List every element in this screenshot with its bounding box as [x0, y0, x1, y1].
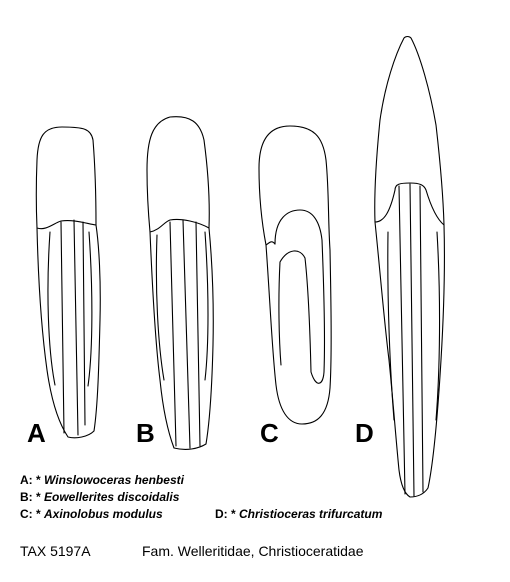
specimen-a-letter: A: [27, 420, 46, 446]
specimen-d-letter: D: [355, 420, 374, 446]
specimen-c-drawing: [259, 126, 331, 424]
tax-code: TAX 5197A: [20, 544, 91, 558]
family-names: Fam. Welleritidae, Christioceratidae: [142, 544, 364, 558]
caption-a-taxon: Winslowoceras henbesti: [44, 473, 184, 487]
caption-b-code: B: *: [20, 490, 41, 504]
specimen-a-body-chamber: [37, 221, 96, 229]
specimen-b-drawing: [147, 117, 213, 450]
caption-a-code: A: *: [20, 473, 41, 487]
specimen-d-outline: [375, 37, 445, 498]
specimen-c-letter: C: [260, 420, 279, 446]
caption-c-taxon: Axinolobus modulus: [44, 507, 163, 521]
specimen-d-drawing: [375, 37, 445, 498]
specimen-d-body-chamber: [375, 183, 444, 225]
caption-d-code: D: *: [215, 507, 236, 521]
caption-d-taxon: Christioceras trifurcatum: [239, 507, 382, 521]
caption-c: C: * Axinolobus modulus: [20, 508, 163, 520]
specimen-b-letter: B: [136, 420, 155, 446]
specimen-c-inner-whorl: [275, 210, 324, 383]
specimen-a-outline: [36, 127, 100, 438]
specimen-a-drawing: [36, 127, 100, 438]
caption-a: A: * Winslowoceras henbesti: [20, 474, 184, 486]
caption-b: B: * Eowellerites discoidalis: [20, 491, 179, 503]
specimen-c-outline: [259, 126, 331, 424]
specimen-b-body-chamber: [150, 219, 209, 232]
caption-c-code: C: *: [20, 507, 41, 521]
caption-d: D: * Christioceras trifurcatum: [215, 508, 382, 520]
caption-b-taxon: Eowellerites discoidalis: [44, 490, 179, 504]
